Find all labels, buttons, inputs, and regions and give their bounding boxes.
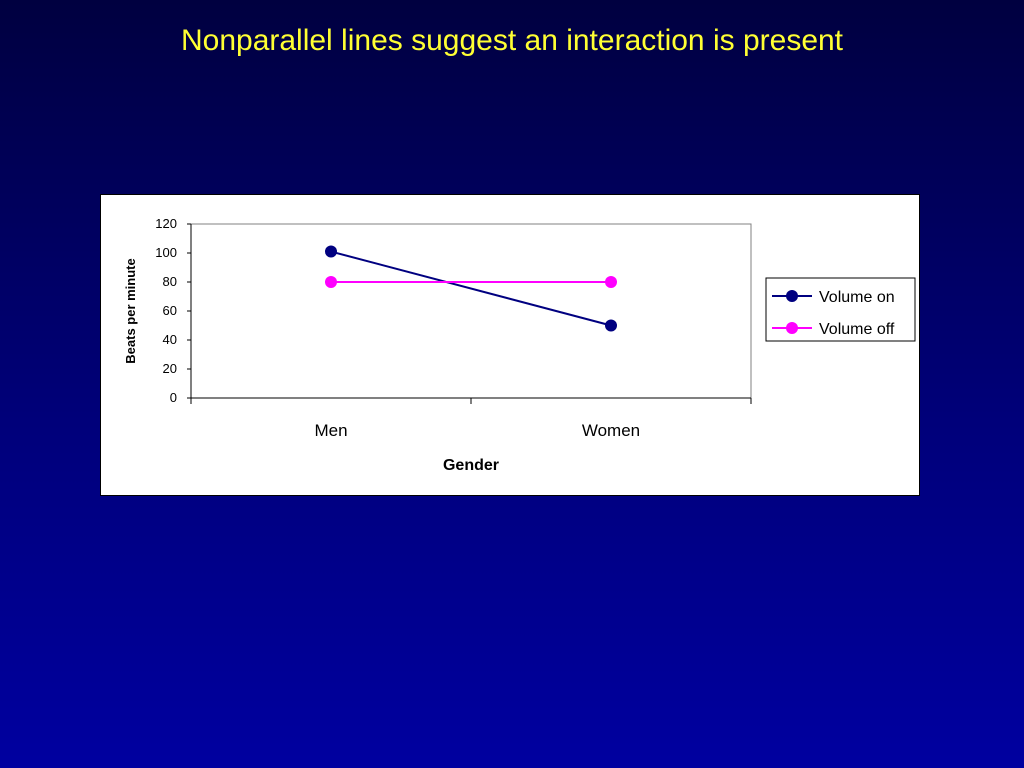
y-tick-label: 20 (163, 361, 177, 376)
line-chart: 0 20 40 60 80 100 120 Men Women Gender Beats pe… (123, 216, 916, 474)
slide-title: Nonparallel lines suggest an interaction… (180, 24, 844, 57)
legend-label: Volume on (819, 289, 895, 306)
x-axis-title: Gender (443, 457, 499, 474)
legend-swatch-marker (786, 322, 798, 334)
chart-frame: 0 20 40 60 80 100 120 Men Women Gender Beats pe… (100, 194, 920, 496)
data-point (325, 245, 337, 258)
data-point (325, 276, 337, 288)
legend-swatch-marker (786, 290, 798, 302)
y-tick-label: 40 (163, 332, 177, 347)
y-tick-label: 60 (163, 303, 177, 318)
legend-label: Volume off (819, 321, 895, 338)
series-line-0 (330, 250, 612, 327)
plot-area (190, 223, 752, 399)
y-tick-label: 120 (155, 216, 177, 231)
x-axis: Men Women (190, 397, 752, 440)
series-layer (325, 245, 617, 332)
y-tick-label: 100 (155, 245, 177, 260)
legend: Volume on Volume off (765, 277, 916, 342)
y-tick-label: 0 (170, 390, 177, 405)
y-axis: 0 20 40 60 80 100 120 (155, 216, 192, 405)
data-point (605, 319, 617, 332)
x-tick-label: Women (582, 421, 640, 440)
x-tick-label: Men (314, 421, 347, 440)
data-point (605, 276, 617, 288)
y-tick-label: 80 (163, 274, 177, 289)
y-axis-title: Beats per minute (123, 258, 138, 363)
